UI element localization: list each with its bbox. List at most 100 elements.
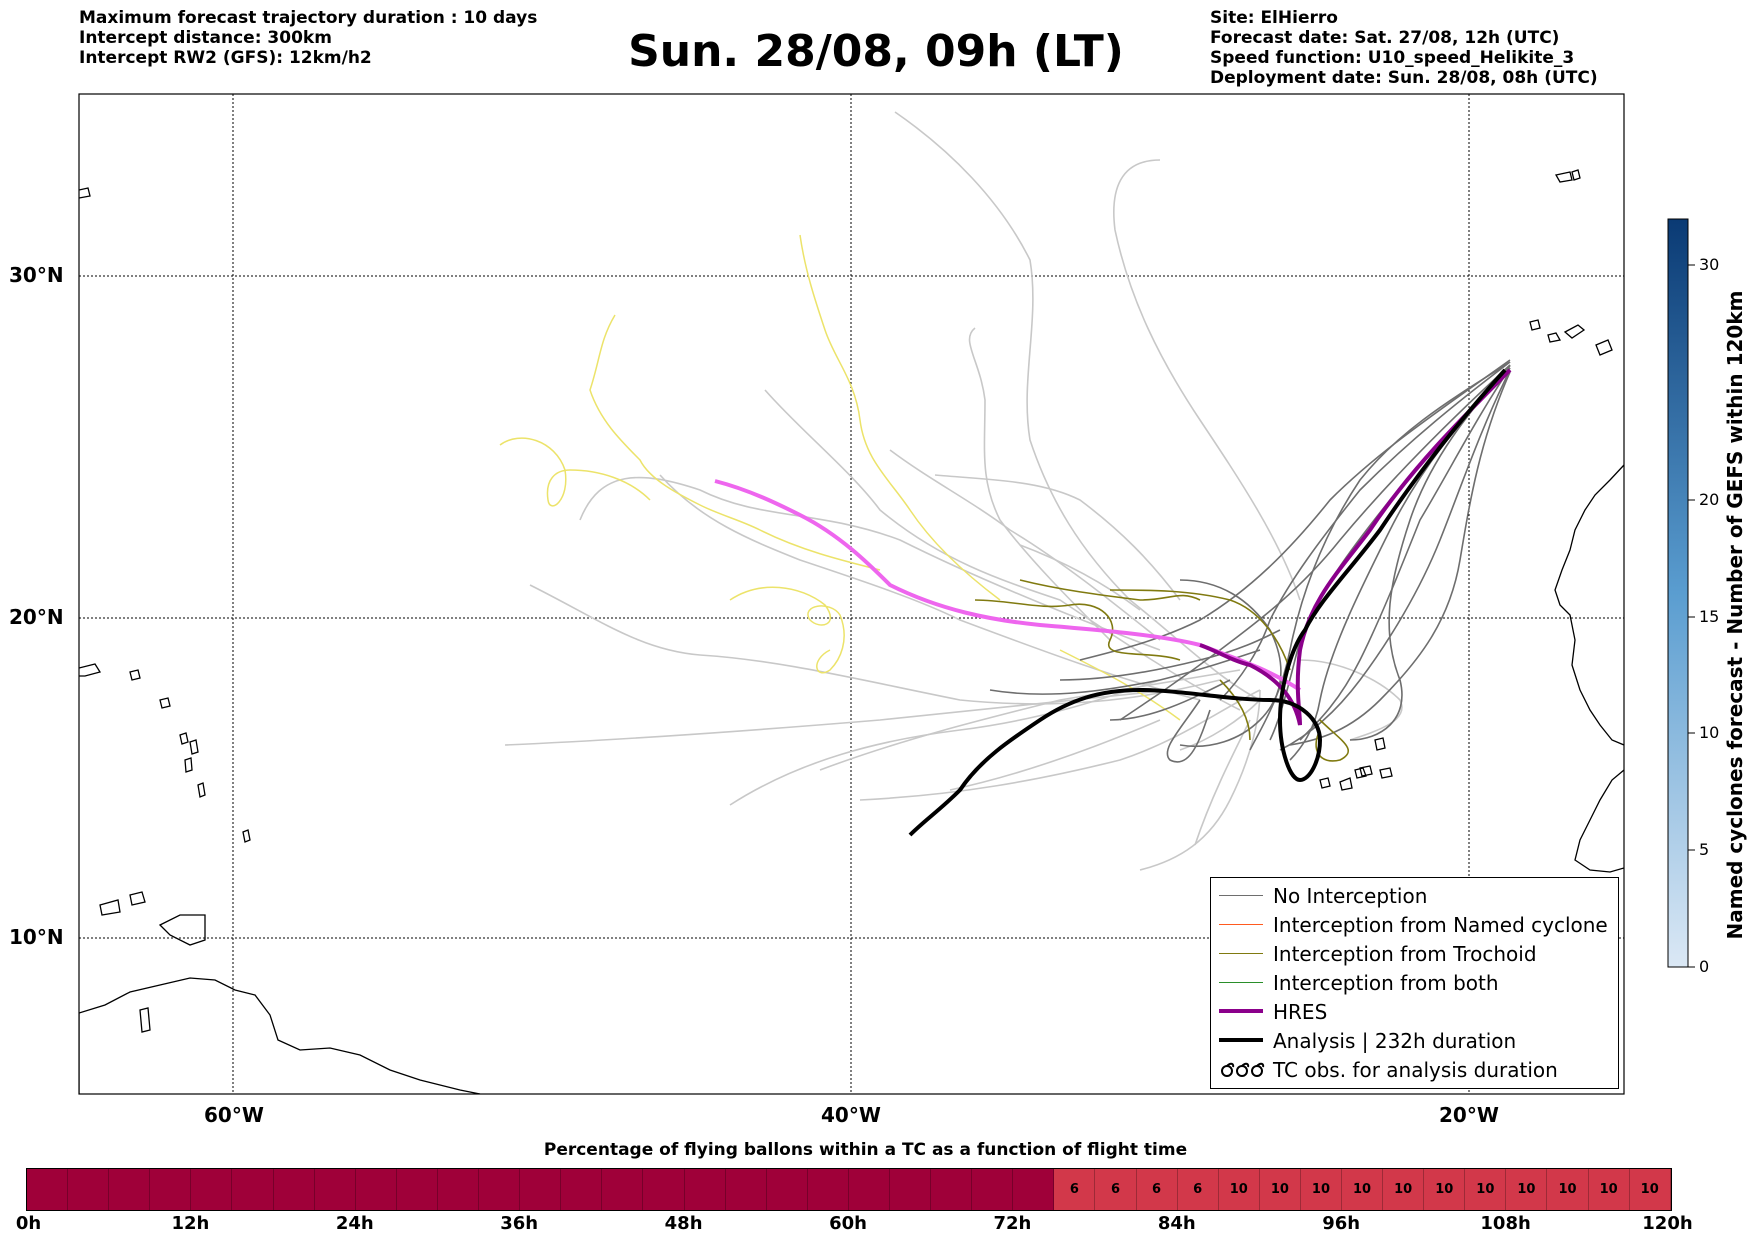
trajectory — [1315, 719, 1349, 762]
time-bar-segment: 10 — [1547, 1169, 1589, 1210]
time-bar-segment — [602, 1169, 644, 1210]
time-bar-tick-label: 60h — [829, 1213, 867, 1234]
time-bar-tick-label: 48h — [664, 1213, 703, 1234]
time-bar-tick-label: 120h — [1642, 1213, 1693, 1234]
island — [1359, 765, 1373, 777]
time-bar-segment: 6 — [1095, 1169, 1137, 1210]
header-left-line: Maximum forecast trajectory duration : 1… — [79, 8, 538, 28]
time-bar-segment — [766, 1169, 808, 1210]
hres-trajectory — [1199, 368, 1512, 726]
time-bar-tick-label: 72h — [993, 1213, 1032, 1234]
lat-label-20n: 20°N — [9, 605, 64, 629]
colorbar — [1667, 218, 1689, 968]
time-bar-segment — [972, 1169, 1014, 1210]
time-bar-segment — [643, 1169, 685, 1210]
header-right: Site: ElHierro Forecast date: Sat. 27/08… — [1210, 8, 1598, 88]
time-bar-segment: 10 — [1383, 1169, 1425, 1210]
map-frame — [78, 93, 1625, 1095]
time-bar-segment — [191, 1169, 233, 1210]
legend-label: Interception from Named cyclone — [1273, 913, 1608, 937]
colorbar-tick: 10 — [1699, 723, 1720, 742]
header-left-line: Intercept distance: 300km — [79, 28, 332, 48]
legend-label: Interception from Trochoid — [1273, 942, 1537, 966]
trajectory — [499, 437, 651, 507]
time-bar-tick-label: 96h — [1322, 1213, 1361, 1234]
legend-label: No Interception — [1273, 884, 1428, 908]
tc-symbol-icon — [1221, 1062, 1265, 1077]
time-bar-tick-label: 84h — [1157, 1213, 1196, 1234]
time-bar-segment — [314, 1169, 356, 1210]
legend-item-analysis: Analysis | 232h duration — [1211, 1026, 1616, 1055]
trajectory — [1019, 579, 1201, 601]
legend-swatch — [1219, 924, 1263, 925]
header-right-line: Site: ElHierro — [1210, 8, 1338, 28]
header-left-line: Intercept RW2 (GFS): 12km/h2 — [79, 48, 372, 68]
time-bar-title: Percentage of flying ballons within a TC… — [543, 1140, 1188, 1160]
trajectory — [1299, 367, 1511, 741]
trajectory — [974, 599, 1181, 661]
island — [129, 891, 146, 906]
trajectory — [579, 476, 1161, 651]
header-right-line: Deployment date: Sun. 28/08, 08h (UTC) — [1210, 68, 1598, 88]
island — [159, 697, 171, 709]
trajectory — [1279, 369, 1511, 751]
time-bar-segment — [807, 1169, 849, 1210]
island — [79, 187, 91, 199]
time-bar-segment — [479, 1169, 521, 1210]
legend-item-both: Interception from both — [1211, 968, 1616, 997]
lon-label-40w: 40°W — [821, 1103, 881, 1127]
time-bar-segment — [725, 1169, 767, 1210]
header-left: Maximum forecast trajectory duration : 1… — [79, 8, 537, 68]
trajectory — [529, 584, 1221, 705]
island-fuerteventura — [1563, 324, 1586, 339]
island — [1571, 169, 1581, 181]
legend-swatch — [1219, 982, 1263, 983]
analysis-trajectory — [908, 368, 1507, 837]
island-guadeloupe — [79, 663, 102, 677]
time-bar-segment: 10 — [1259, 1169, 1301, 1210]
trajectory — [1109, 589, 1291, 671]
time-bar: 6 6 6 6 10 10 10 10 10 10 10 10 10 10 10 — [26, 1168, 1672, 1211]
trajectory — [1079, 359, 1511, 661]
legend-swatch — [1219, 1009, 1263, 1013]
time-bar-segment — [232, 1169, 274, 1210]
time-bar-tick-label: 108h — [1480, 1213, 1531, 1234]
time-bar-segment — [684, 1169, 726, 1210]
island — [1529, 319, 1541, 331]
map-title: Sun. 28/08, 09h (LT) — [628, 26, 1124, 77]
colorbar-tick-marks — [1688, 264, 1695, 968]
island — [1319, 777, 1331, 789]
time-bar-tick-label: 24h — [335, 1213, 374, 1234]
legend-label: Analysis | 232h duration — [1273, 1029, 1517, 1053]
trajectory — [1166, 699, 1211, 763]
island-lanzarote — [1595, 339, 1613, 356]
legend-item-named-cyclone: Interception from Named cyclone — [1211, 910, 1616, 939]
trajectory — [659, 474, 1201, 701]
legend-item-hres: HRES — [1211, 997, 1616, 1026]
trajectory — [1139, 689, 1261, 871]
map-legend: No Interception Interception from Named … — [1210, 877, 1619, 1089]
island-trinidad — [158, 914, 206, 946]
trajectory — [889, 449, 1161, 641]
time-bar-segment: 6 — [1054, 1169, 1096, 1210]
island-martinique — [189, 739, 199, 755]
legend-label: HRES — [1273, 1000, 1328, 1024]
time-bar-tick-label: 0h — [15, 1213, 42, 1234]
time-bar-segment — [1013, 1169, 1055, 1210]
trajectory — [764, 389, 1241, 711]
colorbar-tick: 20 — [1699, 490, 1720, 509]
time-bar-segment — [27, 1169, 69, 1210]
trajectory — [1289, 371, 1511, 746]
island — [1339, 777, 1353, 791]
legend-item-trochoid: Interception from Trochoid — [1211, 939, 1616, 968]
lon-label-60w: 60°W — [204, 1103, 264, 1127]
time-bar-segment — [396, 1169, 438, 1210]
time-bar-tick-label: 36h — [500, 1213, 539, 1234]
island-barbados — [242, 829, 251, 843]
time-bar-segment — [273, 1169, 315, 1210]
trajectory — [859, 689, 1261, 801]
time-bar-tick-label: 12h — [171, 1213, 210, 1234]
island-madeira — [1554, 171, 1573, 183]
island — [99, 899, 121, 916]
trajectory — [1059, 629, 1281, 681]
